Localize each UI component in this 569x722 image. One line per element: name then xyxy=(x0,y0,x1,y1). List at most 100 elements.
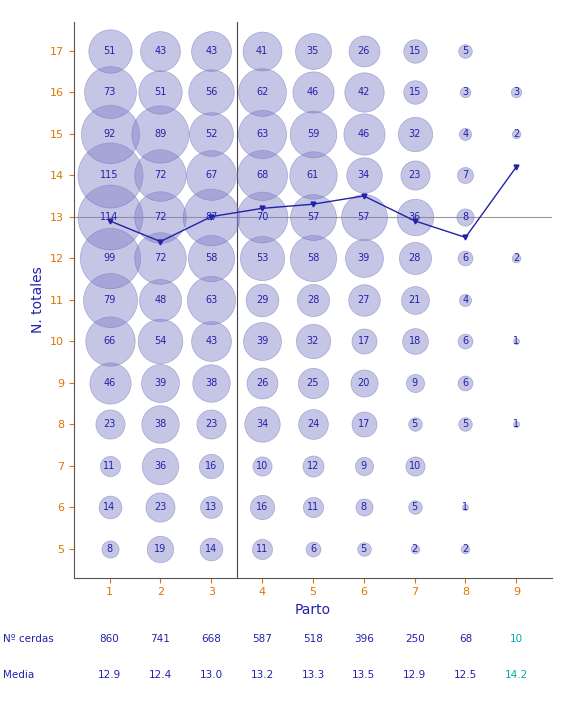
Text: 51: 51 xyxy=(154,87,167,97)
Point xyxy=(461,377,470,388)
Point xyxy=(410,128,419,139)
Text: 59: 59 xyxy=(307,129,319,139)
Point xyxy=(156,418,165,430)
Point xyxy=(207,87,216,98)
Text: 13.5: 13.5 xyxy=(352,670,376,680)
Text: 13.0: 13.0 xyxy=(200,670,223,680)
Point xyxy=(410,294,419,305)
Text: 12.4: 12.4 xyxy=(149,670,172,680)
Point xyxy=(461,253,470,264)
Text: 89: 89 xyxy=(154,129,167,139)
Point xyxy=(156,128,165,139)
Point xyxy=(105,294,114,305)
Point xyxy=(207,543,216,554)
Text: 38: 38 xyxy=(154,419,167,429)
Text: 58: 58 xyxy=(307,253,319,263)
Text: 72: 72 xyxy=(154,212,167,222)
Text: 1: 1 xyxy=(513,419,519,429)
Text: 12.9: 12.9 xyxy=(98,670,121,680)
Text: 16: 16 xyxy=(205,461,217,471)
Point xyxy=(308,211,318,222)
Text: 26: 26 xyxy=(256,378,269,388)
Point xyxy=(207,377,216,388)
Point xyxy=(156,543,165,554)
Text: 72: 72 xyxy=(154,253,167,263)
Text: 2: 2 xyxy=(411,544,418,554)
Text: 39: 39 xyxy=(256,336,268,346)
Text: 20: 20 xyxy=(357,378,370,388)
Point xyxy=(207,253,216,264)
Text: 13.2: 13.2 xyxy=(250,670,274,680)
Point xyxy=(359,377,368,388)
Text: 57: 57 xyxy=(307,212,319,222)
Text: 34: 34 xyxy=(256,419,268,429)
Point xyxy=(359,335,368,347)
Point xyxy=(461,87,470,98)
Text: 61: 61 xyxy=(307,170,319,180)
Text: 1: 1 xyxy=(513,336,519,346)
Point xyxy=(410,377,419,388)
Point xyxy=(308,87,318,98)
Point xyxy=(207,294,216,305)
Point xyxy=(410,501,419,513)
Text: 11: 11 xyxy=(104,461,116,471)
Text: 68: 68 xyxy=(459,634,472,644)
Text: 3: 3 xyxy=(463,87,468,97)
Text: 56: 56 xyxy=(205,87,217,97)
Point xyxy=(308,253,318,264)
Text: 32: 32 xyxy=(307,336,319,346)
Text: 35: 35 xyxy=(307,45,319,56)
Text: 24: 24 xyxy=(307,419,319,429)
Point xyxy=(410,45,419,56)
Point xyxy=(156,294,165,305)
Text: 28: 28 xyxy=(409,253,421,263)
Point xyxy=(105,211,114,222)
Point xyxy=(258,170,267,181)
Point xyxy=(359,211,368,222)
Text: 8: 8 xyxy=(463,212,468,222)
Text: 12.9: 12.9 xyxy=(403,670,426,680)
Text: 18: 18 xyxy=(409,336,420,346)
Point xyxy=(410,211,419,222)
Text: 741: 741 xyxy=(150,634,170,644)
Text: 41: 41 xyxy=(256,45,268,56)
Text: 9: 9 xyxy=(411,378,418,388)
Text: 23: 23 xyxy=(409,170,421,180)
Point xyxy=(359,45,368,56)
Text: 518: 518 xyxy=(303,634,323,644)
Text: 25: 25 xyxy=(307,378,319,388)
Text: 92: 92 xyxy=(104,129,116,139)
Point xyxy=(512,418,521,430)
Point xyxy=(258,335,267,347)
Text: 63: 63 xyxy=(256,129,268,139)
Text: 5: 5 xyxy=(361,544,367,554)
Text: 53: 53 xyxy=(256,253,269,263)
Text: 11: 11 xyxy=(307,502,319,512)
Text: 54: 54 xyxy=(154,336,167,346)
Text: 6: 6 xyxy=(463,253,468,263)
Text: 8: 8 xyxy=(106,544,113,554)
Text: 23: 23 xyxy=(154,502,167,512)
Text: 51: 51 xyxy=(104,45,116,56)
Text: 14: 14 xyxy=(104,502,116,512)
Text: 46: 46 xyxy=(307,87,319,97)
Text: 5: 5 xyxy=(411,502,418,512)
Text: 250: 250 xyxy=(405,634,424,644)
Text: 15: 15 xyxy=(409,87,421,97)
Text: 29: 29 xyxy=(256,295,269,305)
Text: 67: 67 xyxy=(205,170,217,180)
Point xyxy=(258,128,267,139)
Text: 12.5: 12.5 xyxy=(454,670,477,680)
Text: 5: 5 xyxy=(463,419,469,429)
Text: 39: 39 xyxy=(154,378,167,388)
Text: 28: 28 xyxy=(307,295,319,305)
Text: 23: 23 xyxy=(104,419,116,429)
Point xyxy=(359,170,368,181)
Point xyxy=(105,335,114,347)
Point xyxy=(156,45,165,56)
Point xyxy=(207,501,216,513)
Point xyxy=(308,418,318,430)
Point xyxy=(258,418,267,430)
Text: 5: 5 xyxy=(411,419,418,429)
Point xyxy=(156,211,165,222)
